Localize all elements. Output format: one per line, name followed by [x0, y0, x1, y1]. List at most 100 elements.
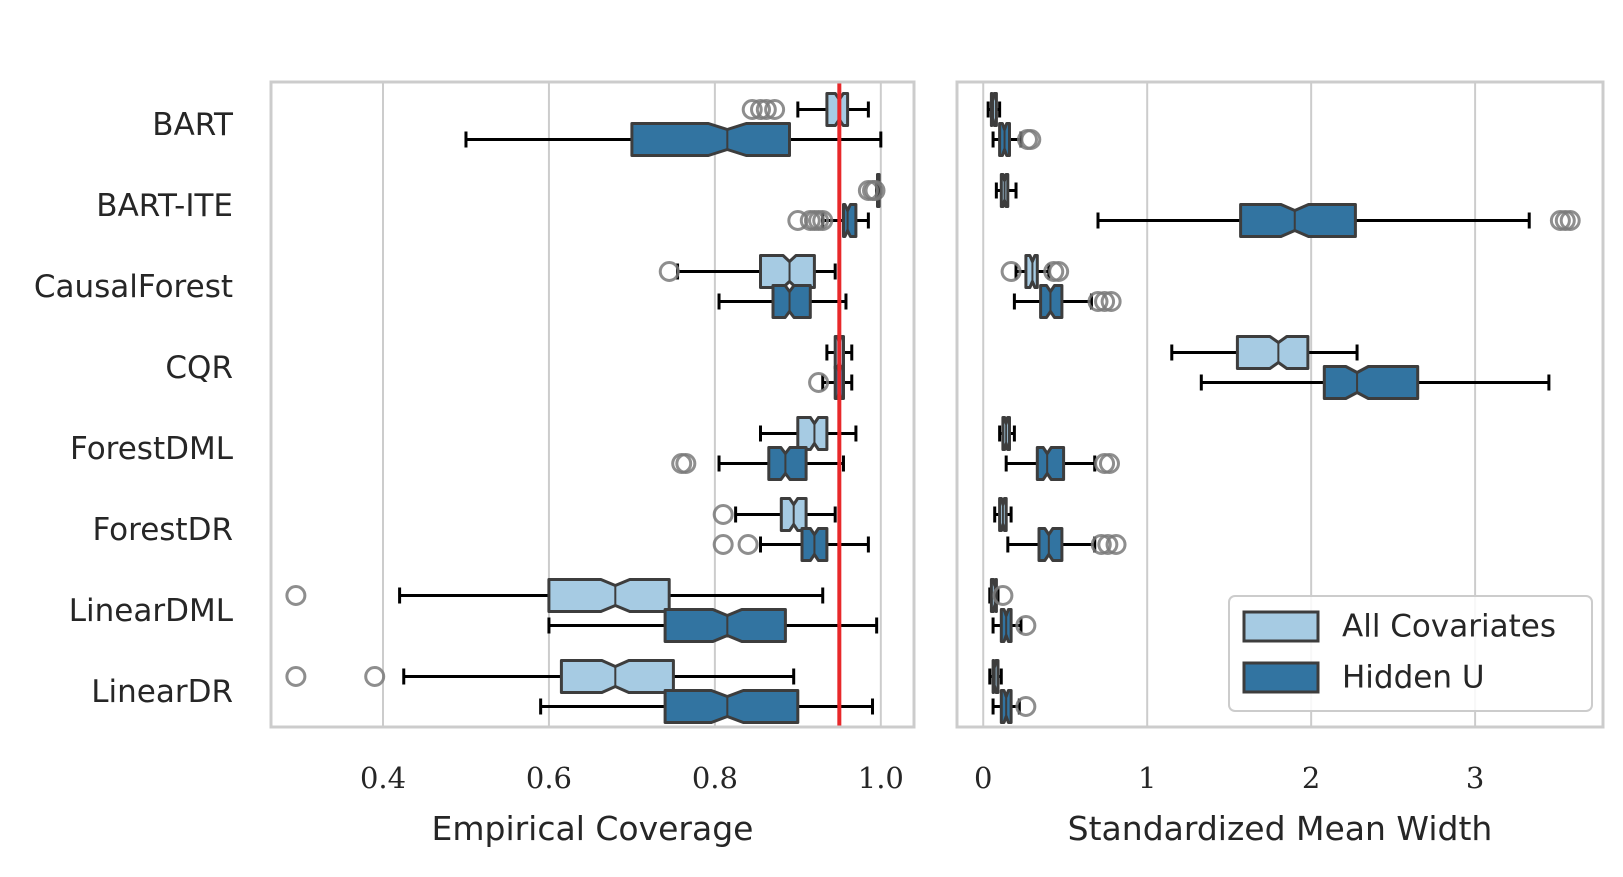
outlier-point: [741, 99, 763, 120]
box-hidden: [991, 122, 1042, 157]
legend-swatch: [1242, 610, 1320, 643]
box-body: [759, 254, 816, 289]
legend-label: Hidden U: [1342, 660, 1485, 696]
box-body: [1235, 335, 1310, 370]
axes-frame: [269, 80, 916, 729]
outlier-point: [1098, 453, 1120, 474]
box-hidden: [1006, 527, 1127, 562]
box-body: [1239, 203, 1357, 238]
box-body: [796, 416, 829, 451]
box-body: [825, 92, 850, 127]
box-all: [285, 659, 796, 694]
category-label: CausalForest: [34, 269, 233, 305]
box-all: [998, 416, 1016, 451]
outlier-point: [864, 180, 886, 201]
box-hidden: [1096, 203, 1581, 238]
x-tick-label: 0.6: [526, 761, 572, 795]
axes-frame: [955, 80, 1605, 729]
box-all: [986, 92, 1002, 127]
box-hidden: [671, 446, 845, 481]
box-all: [994, 173, 1018, 208]
outlier-point: [812, 210, 834, 231]
outlier-point: [675, 453, 697, 474]
category-label: ForestDML: [70, 431, 234, 467]
box-all: [658, 254, 837, 289]
outlier-point: [764, 99, 786, 120]
box-all: [993, 497, 1013, 532]
outlier-point: [755, 99, 777, 120]
box-all: [857, 173, 886, 208]
outlier-point: [364, 666, 386, 687]
category-label: BART: [152, 107, 234, 143]
box-hidden: [1004, 446, 1120, 481]
outlier-point: [992, 585, 1014, 606]
box-hidden: [717, 284, 848, 319]
box-hidden: [464, 122, 883, 157]
x-tick-label: 0.4: [360, 761, 406, 795]
outlier-point: [1090, 534, 1112, 555]
box-hidden: [991, 608, 1037, 643]
outlier-point: [808, 372, 830, 393]
box-all: [988, 659, 1003, 694]
outlier-point: [1100, 291, 1122, 312]
box-hidden: [787, 203, 870, 238]
box-all: [285, 578, 825, 613]
legend: All Covariates Hidden U: [1228, 595, 1593, 712]
box-all: [759, 416, 858, 451]
category-label: LinearDML: [69, 593, 234, 629]
outlier-point: [285, 666, 307, 687]
box-all: [1170, 335, 1359, 370]
box-body: [663, 608, 787, 643]
box-body: [630, 122, 791, 157]
x-tick-label: 1: [1138, 761, 1156, 795]
box-body: [842, 203, 858, 238]
box-body: [663, 689, 800, 724]
legend-frame: [1228, 595, 1593, 712]
outlier-point: [1015, 696, 1037, 717]
box-hidden: [1199, 365, 1551, 400]
outlier-point: [285, 585, 307, 606]
box-hidden: [712, 527, 870, 562]
x-tick-label: 2: [1302, 761, 1320, 795]
category-label: CQR: [165, 350, 233, 386]
category-label: BART-ITE: [96, 188, 233, 224]
box-hidden: [808, 365, 854, 400]
box-body: [1035, 446, 1066, 481]
box-hidden: [539, 689, 875, 724]
outlier-point: [1000, 261, 1022, 282]
box-all: [1000, 254, 1070, 289]
outlier-point: [1097, 534, 1119, 555]
box-body: [1322, 365, 1420, 400]
x-tick-label: 0: [974, 761, 992, 795]
box-body: [767, 446, 808, 481]
box-all: [741, 92, 870, 127]
outlier-point: [712, 504, 734, 525]
outlier-point: [1105, 534, 1127, 555]
x-axis-label: Empirical Coverage: [432, 809, 754, 848]
box-all: [988, 578, 1014, 613]
legend-label: All Covariates: [1342, 609, 1556, 645]
outlier-point: [1015, 615, 1037, 636]
outlier-point: [1087, 291, 1109, 312]
box-body: [547, 578, 671, 613]
category-label: LinearDR: [91, 674, 233, 710]
outlier-point: [1048, 261, 1070, 282]
x-axis-label: Standardized Mean Width: [1068, 809, 1493, 848]
box-all: [712, 497, 837, 532]
panel-width: 0 1 2 3 Standardized Mean Width: [955, 80, 1605, 848]
outlier-point: [750, 99, 772, 120]
box-body: [771, 284, 812, 319]
x-tick-label: 1.0: [858, 761, 904, 795]
outlier-point: [1559, 210, 1581, 231]
box-hidden: [547, 608, 879, 643]
outlier-point: [1020, 129, 1042, 150]
box-hidden: [991, 689, 1037, 724]
box-hidden: [1012, 284, 1122, 319]
outlier-point: [737, 534, 759, 555]
outlier-point: [658, 261, 680, 282]
panel-coverage: 0.4 0.6 0.8 1.0 Empirical Coverage: [269, 80, 916, 848]
category-label: ForestDR: [92, 512, 233, 548]
outlier-point: [712, 534, 734, 555]
x-tick-label: 3: [1466, 761, 1484, 795]
